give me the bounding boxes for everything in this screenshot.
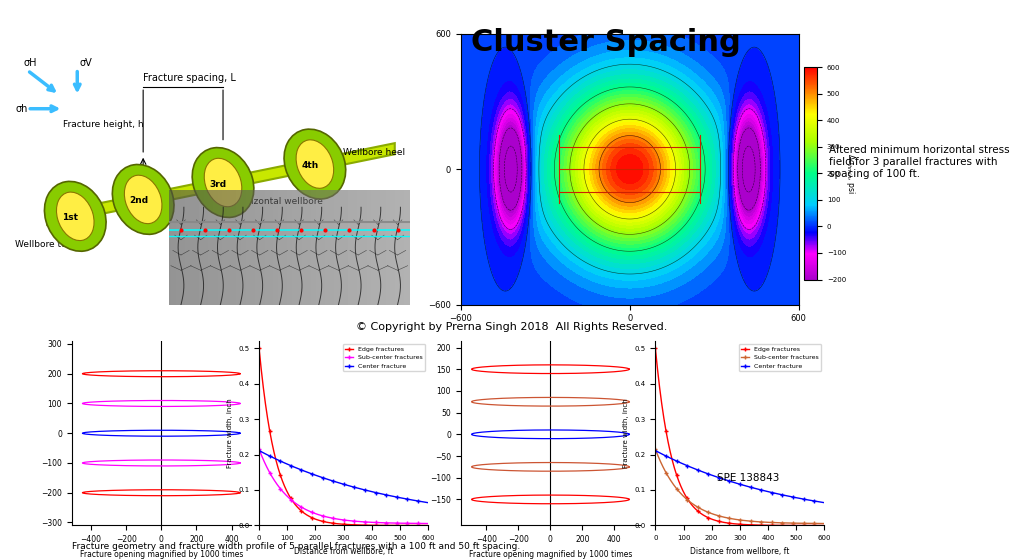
- Center fracture: [422, 499, 434, 506]
- Ellipse shape: [44, 182, 106, 251]
- Ellipse shape: [296, 140, 334, 188]
- Edge fractures: [705, 515, 717, 522]
- Edge fractures: [422, 522, 434, 529]
- Sub-center fractures: [308, 510, 321, 517]
- Y-axis label: Fracture width, inch: Fracture width, inch: [226, 399, 232, 468]
- Center fracture: [716, 476, 728, 482]
- Center fracture: [273, 457, 286, 464]
- Text: σh: σh: [15, 104, 28, 114]
- Sub-center fractures: [359, 519, 372, 525]
- Text: Fracture height, h: Fracture height, h: [63, 120, 144, 129]
- Center fracture: [308, 471, 321, 478]
- Sub-center fractures: [273, 484, 286, 491]
- Center fracture: [375, 490, 387, 497]
- Center fracture: [772, 491, 784, 498]
- Edge fractures: [670, 469, 682, 476]
- Text: Fracture spacing, L: Fracture spacing, L: [143, 73, 236, 83]
- Legend: Edge fractures, Sub-center fractures, Center fracture: Edge fractures, Sub-center fractures, Ce…: [343, 344, 425, 372]
- Center fracture: [319, 476, 332, 482]
- Sub-center fractures: [319, 513, 332, 520]
- Line: Center fracture: Center fracture: [653, 448, 826, 505]
- Line: Center fracture: Center fracture: [257, 448, 430, 505]
- Text: 4th: 4th: [301, 161, 318, 170]
- Center fracture: [818, 499, 830, 506]
- Text: Altered minimum horizontal stress
field for 3 parallel fractures with
spacing of: Altered minimum horizontal stress field …: [829, 145, 1010, 178]
- Y-axis label: Fracture width, inch: Fracture width, inch: [623, 399, 629, 468]
- Edge fractures: [649, 345, 662, 352]
- Ellipse shape: [193, 148, 254, 217]
- Sub-center fractures: [253, 446, 265, 453]
- Edge fractures: [253, 345, 265, 352]
- Sub-center fractures: [818, 520, 830, 527]
- Edge fractures: [308, 515, 321, 522]
- X-axis label: Distance from wellbore, ft: Distance from wellbore, ft: [690, 547, 790, 556]
- Edge fractures: [359, 522, 372, 528]
- Text: Cluster Spacing: Cluster Spacing: [471, 28, 740, 57]
- Text: Wellbore heel: Wellbore heel: [343, 148, 404, 157]
- Text: © Copyright by Prerna Singh 2018  All Rights Reserved.: © Copyright by Prerna Singh 2018 All Rig…: [356, 322, 668, 332]
- Text: 1st: 1st: [62, 214, 79, 222]
- Sub-center fractures: [670, 484, 682, 491]
- Text: Wellbore toe: Wellbore toe: [15, 240, 73, 249]
- Y-axis label: $\Delta\sigma_{hmin}$, psi: $\Delta\sigma_{hmin}$, psi: [845, 153, 857, 194]
- Edge fractures: [716, 519, 728, 525]
- X-axis label: Fracture opening magnified by 1000 times: Fracture opening magnified by 1000 times: [469, 549, 632, 559]
- Text: Fracture Spacing: Fracture Spacing: [16, 22, 243, 46]
- Text: σV: σV: [79, 58, 92, 68]
- Polygon shape: [47, 143, 395, 225]
- Center fracture: [649, 447, 662, 454]
- Text: Fracture geometry and fracture width profile of 5 parallel fractures with a 100 : Fracture geometry and fracture width pro…: [72, 542, 520, 551]
- Sub-center fractures: [375, 519, 387, 526]
- Ellipse shape: [56, 192, 94, 240]
- Center fracture: [253, 447, 265, 454]
- X-axis label: Fracture opening magnified by 1000 times: Fracture opening magnified by 1000 times: [80, 549, 243, 559]
- Center fracture: [359, 487, 372, 494]
- Edge fractures: [756, 522, 768, 528]
- Text: σH: σH: [24, 58, 37, 68]
- X-axis label: Distance from wellbore, ft: Distance from wellbore, ft: [294, 547, 393, 556]
- Text: SPE 154930: SPE 154930: [12, 297, 67, 306]
- Center fracture: [705, 471, 717, 478]
- Text: SPE 138843: SPE 138843: [717, 473, 779, 483]
- Edge fractures: [375, 522, 387, 529]
- Ellipse shape: [113, 164, 174, 234]
- Sub-center fractures: [716, 513, 728, 520]
- Sub-center fractures: [771, 519, 783, 526]
- Text: Horizontal wellbore: Horizontal wellbore: [236, 197, 323, 206]
- Line: Sub-center fractures: Sub-center fractures: [257, 447, 430, 526]
- Center fracture: [670, 457, 682, 464]
- Ellipse shape: [124, 175, 162, 224]
- Legend: Edge fractures, Sub-center fractures, Center fracture: Edge fractures, Sub-center fractures, Ce…: [739, 344, 821, 372]
- Center fracture: [376, 491, 388, 498]
- Sub-center fractures: [649, 446, 662, 453]
- Sub-center fractures: [756, 519, 768, 525]
- Ellipse shape: [284, 129, 346, 199]
- Edge fractures: [772, 522, 784, 529]
- Line: Sub-center fractures: Sub-center fractures: [653, 447, 826, 526]
- Sub-center fractures: [376, 519, 388, 526]
- Center fracture: [756, 487, 768, 494]
- Edge fractures: [319, 519, 332, 525]
- Line: Edge fractures: Edge fractures: [257, 345, 430, 528]
- Center fracture: [771, 490, 783, 497]
- Edge fractures: [273, 469, 286, 476]
- Sub-center fractures: [705, 510, 717, 517]
- Ellipse shape: [204, 158, 242, 207]
- Edge fractures: [376, 522, 388, 529]
- Sub-center fractures: [772, 519, 784, 526]
- Edge fractures: [771, 522, 783, 529]
- Line: Edge fractures: Edge fractures: [653, 345, 826, 528]
- Text: 2nd: 2nd: [129, 196, 147, 206]
- Sub-center fractures: [422, 520, 434, 527]
- Edge fractures: [818, 522, 830, 529]
- Text: 3rd: 3rd: [210, 179, 226, 188]
